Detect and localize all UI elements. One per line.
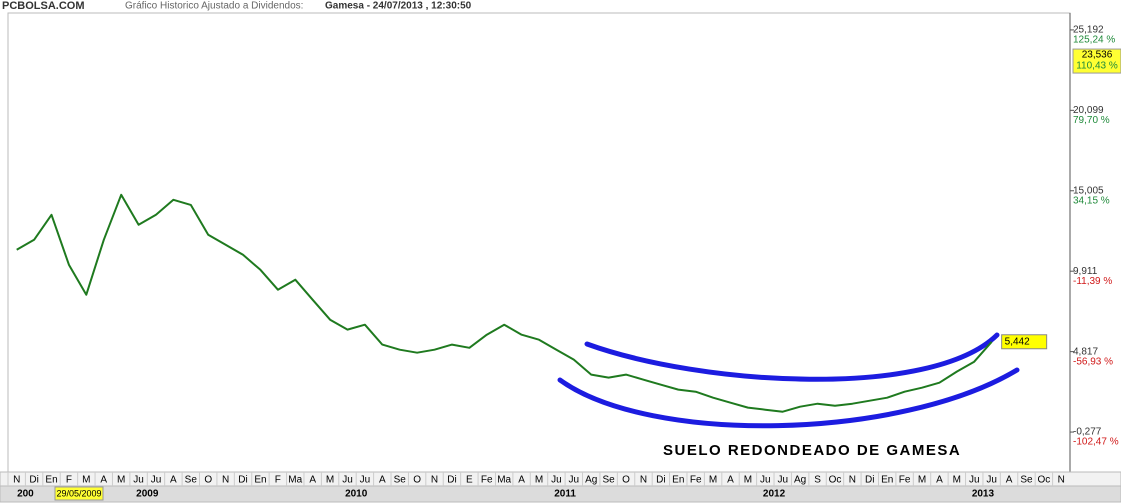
x-tick-label: Ju [569, 475, 580, 486]
x-tick-label: O [204, 475, 212, 486]
x-tick-label: A [727, 475, 734, 486]
site-name: PCBOLSA.COM [2, 0, 85, 12]
year-label: 2013 [972, 489, 995, 500]
y-tick-label: 15,005 [1073, 185, 1104, 196]
x-tick-label: M [709, 475, 717, 486]
x-tick-label: A [100, 475, 107, 486]
x-tick-label: A [1006, 475, 1013, 486]
x-tick-label: En [672, 475, 684, 486]
price-line [16, 193, 993, 413]
x-tick-label: E [466, 475, 473, 486]
x-tick-label: Se [394, 475, 407, 486]
x-tick-label: Ju [969, 475, 980, 486]
x-tick-label: A [379, 475, 386, 486]
x-tick-label: N [222, 475, 229, 486]
x-tick-label: Ju [777, 475, 788, 486]
x-tick-label: Oc [829, 475, 842, 486]
x-tick-label: M [82, 475, 90, 486]
x-tick-label: Fe [690, 475, 702, 486]
cursor-value-box [1072, 48, 1121, 74]
x-tick-label: M [744, 475, 752, 486]
x-tick-label: M [953, 475, 961, 486]
lower-arc [557, 367, 1020, 429]
x-tick-label: Ju [551, 475, 562, 486]
x-tick-label: S [814, 475, 821, 486]
x-tick-label: M [117, 475, 125, 486]
x-tick-label: N [431, 475, 438, 486]
x-tick-label: F [275, 475, 281, 486]
year-label: 2009 [136, 489, 159, 500]
x-tick-label: M [326, 475, 334, 486]
y-tick-label: 9,911 [1073, 266, 1098, 277]
x-tick-label: Di [29, 475, 38, 486]
upper-arc [584, 332, 1000, 382]
x-tick-label: Ju [360, 475, 371, 486]
x-tick-label: N [13, 475, 20, 486]
y-tick-label: 20,099 [1073, 105, 1104, 116]
x-tick-label: A [309, 475, 316, 486]
cursor-date-box [54, 486, 104, 501]
x-tick-label: Di [656, 475, 665, 486]
x-tick-label: N [1058, 475, 1065, 486]
x-tick-label: Ma [497, 475, 511, 486]
x-tick-label: A [518, 475, 525, 486]
x-tick-label: M [535, 475, 543, 486]
year-label: 2011 [554, 489, 576, 500]
chart-title: Gamesa - 24/07/2013 , 12:30:50 [325, 1, 472, 12]
x-tick-label: A [170, 475, 177, 486]
x-tick-label: Ma [288, 475, 302, 486]
x-tick-label: Ju [986, 475, 997, 486]
y-tick-percent: 125,24 % [1073, 35, 1115, 46]
x-tick-label: Se [185, 475, 198, 486]
x-tick-label: En [254, 475, 266, 486]
x-tick-label: Ag [794, 475, 806, 486]
year-row [0, 485, 1121, 503]
x-tick-label: N [849, 475, 856, 486]
x-tick-label: Di [865, 475, 874, 486]
x-tick-label: Di [238, 475, 247, 486]
y-tick-label: 4,817 [1073, 346, 1098, 357]
y-tick-percent: 79,70 % [1073, 115, 1110, 126]
x-tick-label: Ag [585, 475, 597, 486]
cursor-value-percent: 110,43 % [1076, 61, 1118, 72]
x-tick-label: A [936, 475, 943, 486]
x-tick-label: Fe [481, 475, 493, 486]
year-label: 2010 [345, 489, 368, 500]
x-tick-label: Di [447, 475, 456, 486]
y-tick-label: 25,192 [1073, 25, 1104, 36]
cursor-value-label: 23,536 [1082, 50, 1113, 61]
x-tick-label: En [881, 475, 893, 486]
x-tick-label: Ju [133, 475, 144, 486]
year-label: 200 [17, 489, 34, 500]
y-tick-label: -0,277 [1073, 427, 1102, 438]
x-tick-label: O [413, 475, 421, 486]
x-tick-label: Se [1020, 475, 1033, 486]
x-tick-label: F [66, 475, 72, 486]
x-tick-label: Ju [151, 475, 162, 486]
x-tick-label: Oc [1037, 475, 1050, 486]
y-tick-percent: -56,93 % [1073, 356, 1113, 367]
x-tick-label: Fe [899, 475, 911, 486]
x-tick-label: Se [603, 475, 616, 486]
annotation: SUELO REDONDEADO DE GAMESA [663, 442, 961, 459]
last-price-label: 5,442 [1005, 336, 1030, 347]
last-price-box [1001, 334, 1048, 350]
x-tick-label: M [918, 475, 926, 486]
y-tick-percent: -102,47 % [1073, 437, 1119, 448]
year-label: 2012 [763, 489, 786, 500]
x-tick-label: O [622, 475, 630, 486]
x-tick-label: N [640, 475, 647, 486]
chart-subtitle: Gráfico Historico Ajustado a Dividendos: [125, 1, 303, 12]
y-tick-percent: -11,39 % [1073, 276, 1112, 287]
x-tick-label: En [45, 475, 57, 486]
x-tick-label: Ju [760, 475, 771, 486]
y-tick-percent: 34,15 % [1073, 195, 1110, 206]
x-tick-label: Ju [342, 475, 353, 486]
cursor-date: 29/05/2009 [56, 488, 101, 498]
